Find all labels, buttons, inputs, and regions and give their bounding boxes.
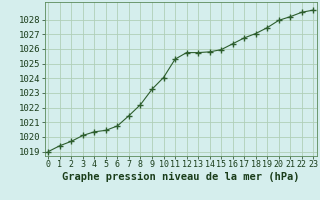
X-axis label: Graphe pression niveau de la mer (hPa): Graphe pression niveau de la mer (hPa): [62, 172, 300, 182]
